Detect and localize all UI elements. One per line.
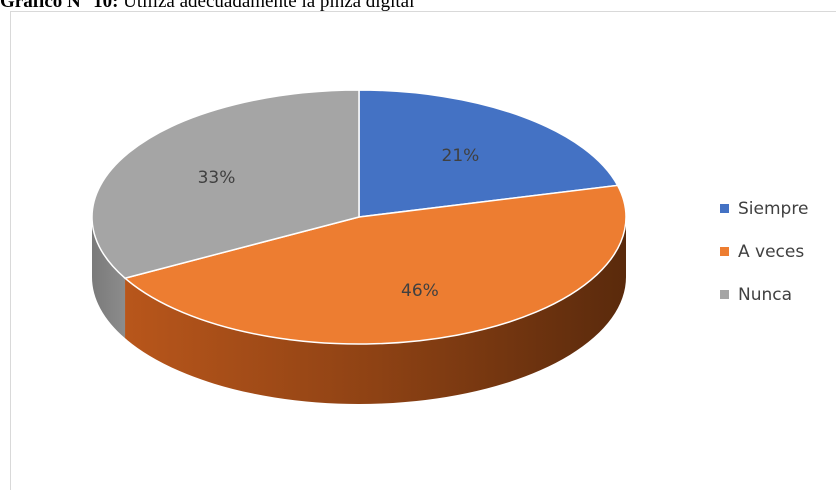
pie-sides (92, 217, 626, 404)
legend-label-siempre: Siempre (738, 199, 808, 219)
pie-side-a-veces (125, 217, 626, 404)
legend-swatch-siempre (720, 204, 729, 213)
pie-slice-nunca (91, 89, 360, 280)
legend-swatch-nunca (720, 290, 729, 299)
data-label-siempre: 21% (442, 146, 480, 166)
data-label-a-veces: 46% (401, 281, 439, 301)
figure-caption: Gráfico N° 10: Utiliza adecuadamente la … (0, 0, 414, 13)
legend-label-a-veces: A veces (738, 242, 804, 262)
pie-tops (91, 89, 627, 345)
legend: Siempre A veces Nunca (720, 199, 808, 305)
pie-side-nunca (92, 217, 126, 339)
legend-label-nunca: Nunca (738, 285, 792, 305)
chart-frame (10, 11, 836, 490)
pie-slice-a-veces (123, 184, 627, 345)
pie-slice-siempre (358, 89, 619, 218)
caption-text: Utiliza adecuadamente la pinza digital (123, 0, 415, 12)
legend-swatch-a-veces (720, 247, 729, 256)
caption-prefix: Gráfico N° 10: (0, 0, 119, 12)
data-label-nunca: 33% (198, 168, 236, 188)
pie-labels: 21% 46% 33% (198, 146, 480, 301)
